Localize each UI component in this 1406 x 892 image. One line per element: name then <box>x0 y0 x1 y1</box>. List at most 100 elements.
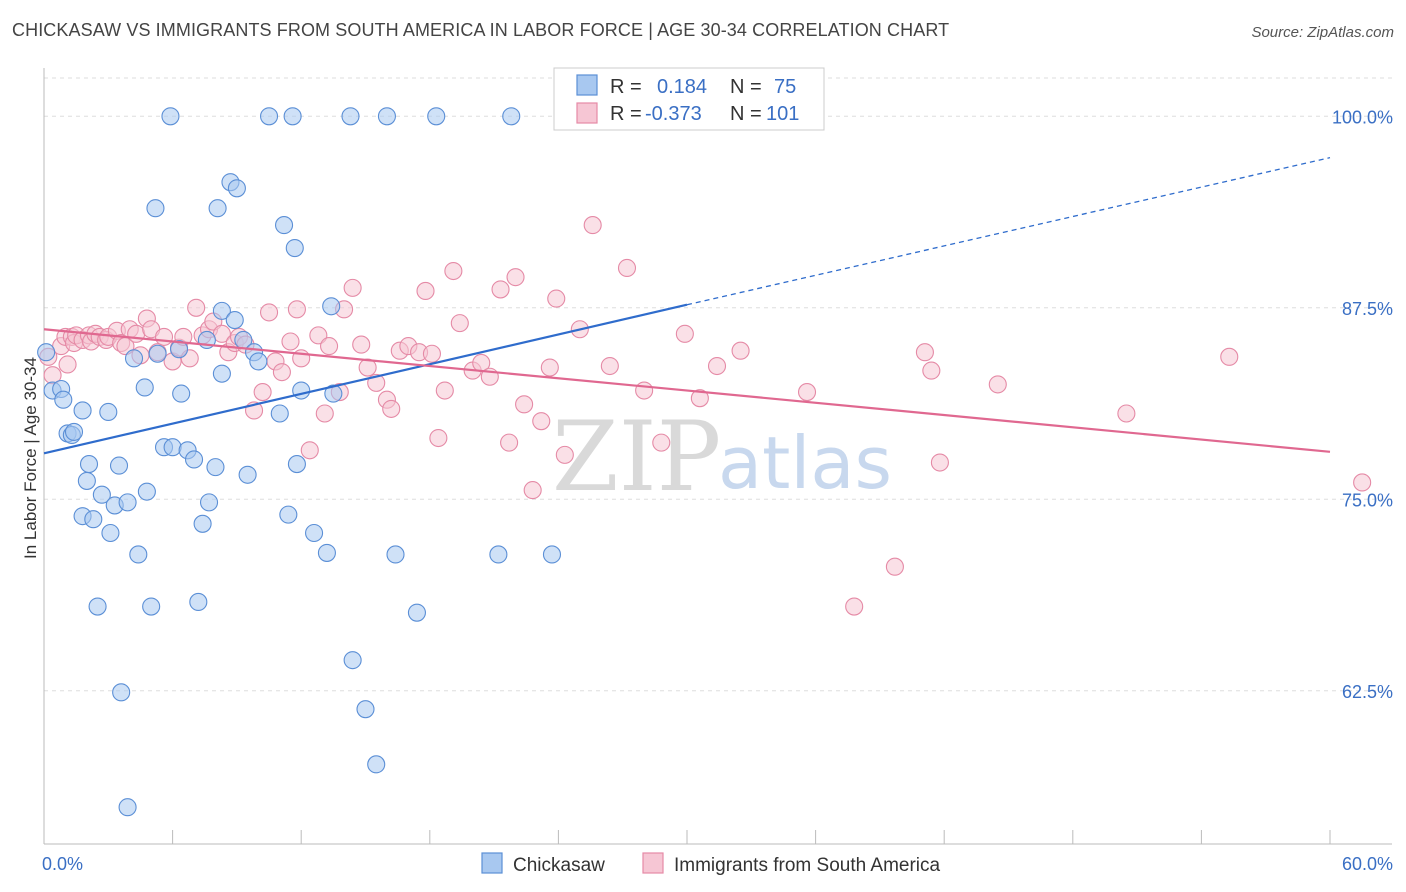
chart-source: Source: ZipAtlas.com <box>1251 24 1394 41</box>
immigrants-point <box>450 314 469 333</box>
immigrants-point <box>259 303 279 322</box>
immigrants-point <box>281 332 300 351</box>
immigrants-point <box>309 326 328 345</box>
chickasaw-point <box>377 107 396 126</box>
immigrants-point <box>429 428 448 448</box>
chickasaw-point <box>407 603 426 622</box>
bottom-legend-label: Chickasaw <box>513 855 605 876</box>
bottom-legend-swatch-immigrants <box>642 852 664 874</box>
chickasaw-point <box>146 199 165 218</box>
immigrants-point <box>731 341 750 360</box>
immigrants-point <box>707 356 727 376</box>
immigrants-point <box>382 399 401 418</box>
y-tick-label: 87.5% <box>1342 299 1393 319</box>
chickasaw-point <box>208 199 227 218</box>
chickasaw-point <box>118 493 137 512</box>
immigrants-point <box>1220 347 1239 366</box>
trend-lines <box>43 157 1331 455</box>
immigrants-point <box>320 337 339 356</box>
immigrants-point <box>253 383 272 402</box>
chickasaw-point <box>99 402 118 422</box>
chickasaw-point <box>118 798 137 817</box>
chickasaw-point <box>161 107 180 126</box>
chickasaw-point <box>142 597 161 616</box>
chickasaw-point <box>367 755 386 774</box>
immigrants-point <box>1353 473 1372 492</box>
immigrants-point <box>583 216 602 235</box>
immigrants-point <box>422 344 441 363</box>
immigrants-trend-line <box>43 328 1331 453</box>
chickasaw-point <box>77 471 96 490</box>
chickasaw-point <box>212 301 231 320</box>
y-tick-label: 62.5% <box>1342 682 1393 702</box>
y-tick-label: 100.0% <box>1332 107 1393 127</box>
immigrants-point <box>154 327 174 346</box>
immigrants-point <box>988 375 1007 394</box>
immigrants-point <box>617 258 637 278</box>
legend-n-value: 101 <box>766 103 799 125</box>
legend-box: R = 0.184 N = 75 R = -0.373 N = 101 <box>553 67 825 131</box>
immigrants-point <box>506 268 525 287</box>
watermark-zip: ZIP <box>552 401 721 513</box>
immigrants-points <box>39 216 1372 616</box>
immigrants-point <box>922 361 941 380</box>
immigrants-point <box>1117 404 1136 423</box>
immigrants-point <box>690 389 709 408</box>
immigrants-point <box>635 381 654 400</box>
immigrants-point <box>58 355 77 374</box>
chickasaw-point <box>64 422 84 441</box>
chickasaw-point <box>292 381 311 400</box>
legend-n-label: N = <box>730 76 762 98</box>
immigrants-point <box>652 433 671 452</box>
chickasaw-point <box>356 700 375 719</box>
immigrants-point <box>300 441 319 460</box>
immigrants-point <box>532 412 551 431</box>
legend-swatch-immigrants <box>576 102 598 124</box>
y-axis-title: In Labor Force | Age 30-34 <box>21 357 40 559</box>
chickasaw-point <box>341 107 360 126</box>
chickasaw-point <box>317 543 336 562</box>
chickasaw-point <box>129 545 148 564</box>
immigrants-point <box>845 597 864 616</box>
axes <box>43 68 1392 845</box>
gridlines <box>44 77 1392 692</box>
immigrants-point <box>540 358 559 377</box>
chickasaw-point <box>386 545 405 564</box>
immigrants-point <box>500 433 519 452</box>
immigrants-point <box>352 335 371 354</box>
chickasaw-point <box>270 404 289 423</box>
immigrants-point <box>523 481 542 500</box>
chickasaw-point <box>172 384 191 403</box>
chickasaw-point <box>169 340 189 359</box>
immigrants-point <box>885 557 904 576</box>
chickasaw-point <box>343 651 362 670</box>
immigrants-point <box>435 381 454 400</box>
immigrants-point <box>547 289 566 308</box>
immigrants-point <box>127 324 146 343</box>
immigrants-point <box>491 280 510 299</box>
chickasaw-point <box>285 239 304 258</box>
chickasaw-point <box>489 545 508 564</box>
immigrants-point <box>930 453 949 472</box>
chickasaw-point <box>92 485 111 504</box>
bottom-legend-label: Immigrants from South America <box>674 855 941 876</box>
legend-n-label: N = <box>730 103 762 125</box>
chickasaw-point <box>54 390 73 409</box>
x-tick-labels: 0.0% 60.0% <box>42 854 1393 874</box>
legend-r-label: R = <box>610 103 642 125</box>
chickasaw-point <box>275 216 294 235</box>
bottom-legend-swatch-chickasaw <box>481 852 503 874</box>
chickasaw-point <box>79 455 99 474</box>
chickasaw-points <box>37 107 600 817</box>
chickasaw-point <box>112 683 131 702</box>
immigrants-point <box>915 343 934 362</box>
chickasaw-point <box>73 401 92 420</box>
chickasaw-point <box>37 343 56 362</box>
y-tick-label: 75.0% <box>1342 490 1393 510</box>
immigrants-point <box>600 356 619 376</box>
chickasaw-point <box>305 523 324 543</box>
chart-title: CHICKASAW VS IMMIGRANTS FROM SOUTH AMERI… <box>12 20 950 40</box>
immigrants-point <box>515 395 534 414</box>
immigrants-point <box>287 300 306 319</box>
chickasaw-point <box>249 352 268 371</box>
